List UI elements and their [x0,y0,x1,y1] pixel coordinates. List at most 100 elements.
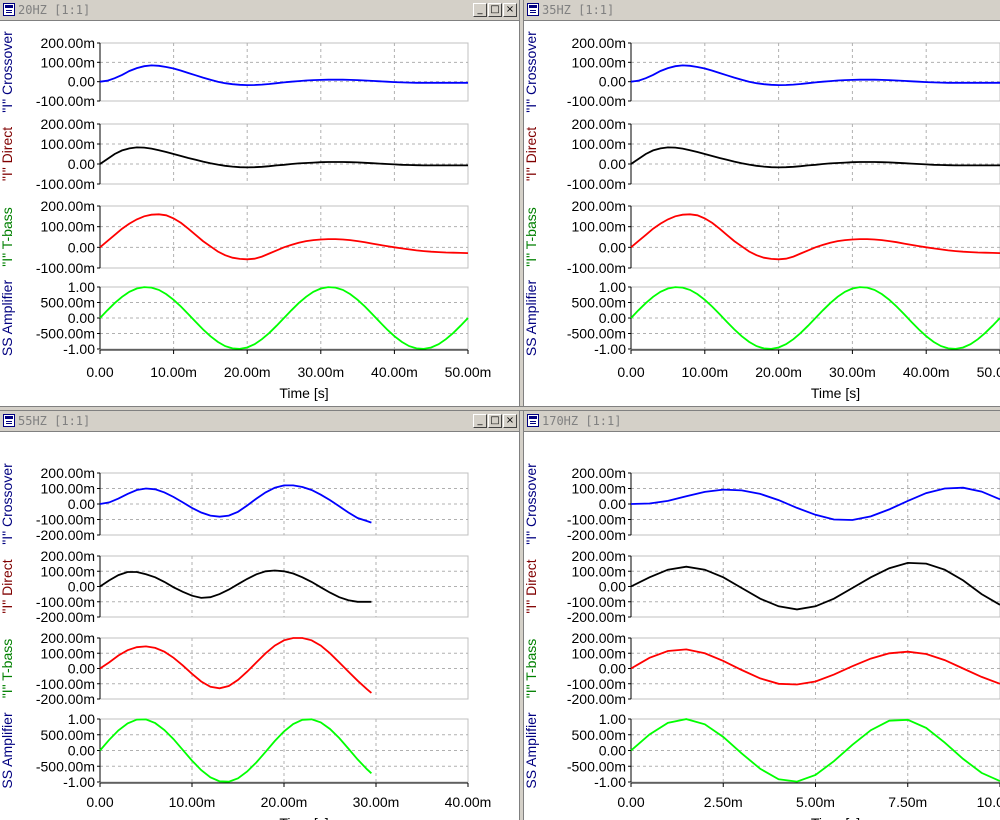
x-tick-label: 10.00m [169,794,216,810]
window-titlebar[interactable]: 55HZ [1:1] _ □ × [0,411,519,432]
y-tick-label: 100.00m [41,645,95,661]
plot-window-20hz: 20HZ [1:1] _ □ × -100.00m 0.00 100.00m 200.… [0,0,519,406]
y-tick-label: 200.00m [572,548,626,564]
y-tick-label: 100.00m [572,219,626,235]
document-icon [527,3,539,16]
series-line [630,213,1000,261]
y-tick-label: -100.00m [36,176,95,192]
y-tick-label: 0.00 [68,310,95,326]
y-tick-label: 0.00 [68,661,95,677]
y-tick-label: -100.00m [567,176,626,192]
y-tick-label: 1.00 [599,279,626,295]
y-tick-label: -1.00 [63,341,95,357]
y-tick-label: 0.00 [68,74,95,90]
x-tick-label: 0.00 [86,794,113,810]
x-tick-label: 10.00m [977,794,1000,810]
y-tick-label: 0.00 [599,74,626,90]
y-tick-label: 0.00 [599,156,626,172]
y-tick-label: -100.00m [36,594,95,610]
y-tick-label: 100.00m [572,563,626,579]
x-axis-label: Time [s] [811,385,860,401]
y-tick-label: -200.00m [36,691,95,707]
y-tick-label: 0.00 [68,579,95,595]
series-line [99,64,468,87]
series-line [99,286,469,350]
y-tick-label: -200.00m [36,609,95,625]
y-tick-label: -200.00m [567,691,626,707]
y-tick-label: 200.00m [572,35,626,51]
y-tick-label: 0.00 [599,743,626,759]
y-axis-label: "I" T-bass [524,639,539,698]
y-axis-label: "I" T-bass [524,207,539,266]
y-tick-label: 500.00m [41,295,95,311]
window-title: 55HZ [1:1] [18,414,91,428]
y-tick-label: -500.00m [36,758,95,774]
x-tick-label: 2.50m [704,794,743,810]
subplot-0: -100.00m 0.00 100.00m 200.00m "I" Crossover [524,31,1000,113]
window-title: 170HZ [1:1] [542,414,622,428]
x-tick-label: 50.00m [445,364,492,380]
y-tick-label: 200.00m [572,465,626,481]
x-tick-label: 5.00m [796,794,835,810]
subplot-frame [99,123,469,185]
y-tick-label: -1.00 [63,774,95,790]
window-titlebar[interactable]: 170HZ [1:1] [524,411,1000,432]
x-tick-label: 40.00m [903,364,950,380]
y-tick-label: 100.00m [572,54,626,70]
series-line [99,718,373,783]
window-titlebar[interactable]: 20HZ [1:1] _ □ × [0,0,519,21]
y-tick-label: 100.00m [41,136,95,152]
x-axis-label: Time [s] [279,815,328,820]
subplot-1: -100.00m 0.00 100.00m 200.00m "I" Direct [0,116,469,192]
y-axis-label: "I" Direct [0,559,15,613]
y-axis-label: "I" T-bass [0,207,15,266]
y-tick-label: -100.00m [36,260,95,276]
y-tick-label: 0.00 [68,239,95,255]
close-button[interactable]: × [503,414,517,428]
y-tick-label: 500.00m [572,727,626,743]
y-axis-label: SS Amplifier [0,712,15,789]
y-tick-label: 0.00 [599,579,626,595]
y-tick-label: 500.00m [572,295,626,311]
x-tick-label: 20.00m [224,364,271,380]
x-tick-label: 0.00 [86,364,113,380]
y-axis-label: "I" Direct [524,559,539,613]
y-tick-label: -1.00 [594,774,626,790]
y-tick-label: 0.00 [599,661,626,677]
window-title: 35HZ [1:1] [542,3,615,17]
window-titlebar[interactable]: 35HZ [1:1] [524,0,1000,21]
y-tick-label: 500.00m [41,727,95,743]
subplot-frame [630,123,1000,185]
y-tick-label: 200.00m [572,116,626,132]
y-tick-label: -200.00m [567,527,626,543]
y-tick-label: -100.00m [36,93,95,109]
y-tick-label: -1.00 [594,341,626,357]
y-tick-label: -500.00m [567,326,626,342]
y-tick-label: 200.00m [41,198,95,214]
y-tick-label: 1.00 [68,711,95,727]
close-button[interactable]: × [503,3,517,17]
subplot-frame [99,42,469,102]
y-tick-label: 0.00 [599,310,626,326]
maximize-button[interactable]: □ [488,414,502,428]
minimize-button[interactable]: _ [473,3,487,17]
x-tick-label: 40.00m [445,794,492,810]
maximize-button[interactable]: □ [488,3,502,17]
y-tick-label: -100.00m [36,512,95,528]
x-tick-label: 30.00m [353,794,400,810]
minimize-button[interactable]: _ [473,414,487,428]
subplot-1: -100.00m 0.00 100.00m 200.00m "I" Direct [524,116,1000,192]
x-tick-label: 30.00m [297,364,344,380]
y-tick-label: 100.00m [572,136,626,152]
y-tick-label: 100.00m [572,645,626,661]
horizontal-splitter[interactable] [0,406,1000,411]
